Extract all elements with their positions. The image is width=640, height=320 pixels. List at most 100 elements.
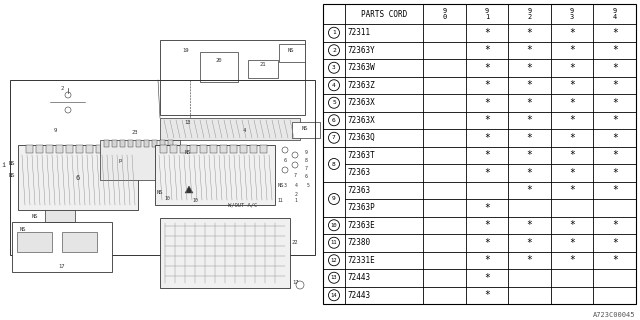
Text: *: *: [612, 133, 618, 143]
Text: 72363T: 72363T: [348, 151, 376, 160]
Text: 5: 5: [307, 182, 309, 188]
Bar: [106, 145, 113, 153]
Bar: [260, 145, 267, 153]
Text: *: *: [569, 150, 575, 160]
Text: *: *: [569, 133, 575, 143]
Bar: [168, 140, 173, 147]
Text: *: *: [527, 185, 532, 195]
Bar: [160, 40, 305, 115]
Text: 72363X: 72363X: [348, 116, 376, 125]
Text: 72443: 72443: [348, 291, 371, 300]
Text: 9: 9: [305, 149, 308, 155]
Text: *: *: [612, 80, 618, 90]
Text: 72363Z: 72363Z: [348, 81, 376, 90]
Text: *: *: [569, 255, 575, 265]
Bar: [190, 145, 197, 153]
Text: 72443: 72443: [348, 273, 371, 282]
Text: *: *: [527, 80, 532, 90]
Text: *: *: [612, 63, 618, 73]
Text: *: *: [569, 168, 575, 178]
Text: 2: 2: [294, 193, 298, 197]
Text: 72363E: 72363E: [348, 221, 376, 230]
Text: 2: 2: [60, 85, 63, 91]
Text: *: *: [527, 98, 532, 108]
Text: *: *: [527, 168, 532, 178]
Bar: [180, 145, 187, 153]
Text: 13: 13: [331, 275, 337, 280]
Text: 8: 8: [305, 157, 308, 163]
Bar: [26, 145, 33, 153]
Text: 1: 1: [332, 30, 336, 35]
Text: *: *: [527, 45, 532, 55]
Bar: [155, 145, 275, 205]
Text: A723C00045: A723C00045: [593, 312, 635, 318]
Text: *: *: [612, 238, 618, 248]
Bar: [104, 140, 109, 147]
Text: 6: 6: [76, 174, 80, 180]
Bar: [323, 4, 636, 304]
Text: 72380: 72380: [348, 238, 371, 247]
Bar: [76, 145, 83, 153]
Text: 17: 17: [292, 281, 298, 285]
Text: 72363W: 72363W: [348, 63, 376, 72]
Text: 3: 3: [332, 65, 336, 70]
Text: 4: 4: [243, 127, 246, 132]
Text: 11: 11: [331, 240, 337, 245]
Bar: [248, 60, 278, 78]
Bar: [292, 122, 320, 138]
Text: *: *: [569, 45, 575, 55]
Text: 20: 20: [216, 58, 222, 63]
Text: 9: 9: [332, 196, 336, 202]
Text: *: *: [612, 45, 618, 55]
Text: W/OUT A/C: W/OUT A/C: [228, 203, 258, 207]
Text: *: *: [612, 255, 618, 265]
Text: *: *: [527, 63, 532, 73]
Bar: [86, 145, 93, 153]
Text: 7: 7: [293, 172, 296, 178]
Bar: [126, 145, 133, 153]
Text: 10: 10: [192, 197, 198, 203]
Text: *: *: [569, 80, 575, 90]
Text: *: *: [484, 45, 490, 55]
Text: *: *: [484, 290, 490, 300]
Text: 72363P: 72363P: [348, 203, 376, 212]
Text: *: *: [484, 238, 490, 248]
Text: *: *: [484, 28, 490, 38]
Text: NS: NS: [31, 213, 38, 219]
Text: 23: 23: [132, 130, 138, 135]
Bar: [200, 145, 207, 153]
Bar: [66, 145, 73, 153]
Text: NS: NS: [185, 149, 191, 155]
Text: 14: 14: [331, 293, 337, 298]
Text: *: *: [484, 273, 490, 283]
Bar: [200, 52, 238, 82]
Bar: [279, 44, 305, 62]
Text: p: p: [118, 157, 122, 163]
Text: 4: 4: [332, 83, 336, 88]
Text: *: *: [484, 133, 490, 143]
Text: NS: NS: [8, 172, 15, 178]
Text: 19: 19: [183, 47, 189, 52]
Text: 72363Q: 72363Q: [348, 133, 376, 142]
Bar: [128, 140, 133, 147]
Bar: [160, 118, 300, 140]
Bar: [18, 145, 138, 210]
Bar: [250, 145, 257, 153]
Text: 11: 11: [277, 197, 283, 203]
Text: 8: 8: [332, 162, 336, 166]
Text: 7: 7: [305, 165, 308, 171]
Bar: [136, 140, 141, 147]
Text: 6: 6: [332, 118, 336, 123]
Text: 12: 12: [331, 258, 337, 263]
Text: 72331E: 72331E: [348, 256, 376, 265]
Text: 13: 13: [185, 119, 191, 124]
Text: *: *: [612, 28, 618, 38]
Bar: [170, 145, 177, 153]
Text: 5: 5: [332, 100, 336, 105]
Text: *: *: [569, 98, 575, 108]
Text: *: *: [569, 185, 575, 195]
Text: 10: 10: [331, 223, 337, 228]
Text: 9: 9: [53, 127, 56, 132]
Bar: [46, 145, 53, 153]
Text: 1: 1: [294, 197, 298, 203]
